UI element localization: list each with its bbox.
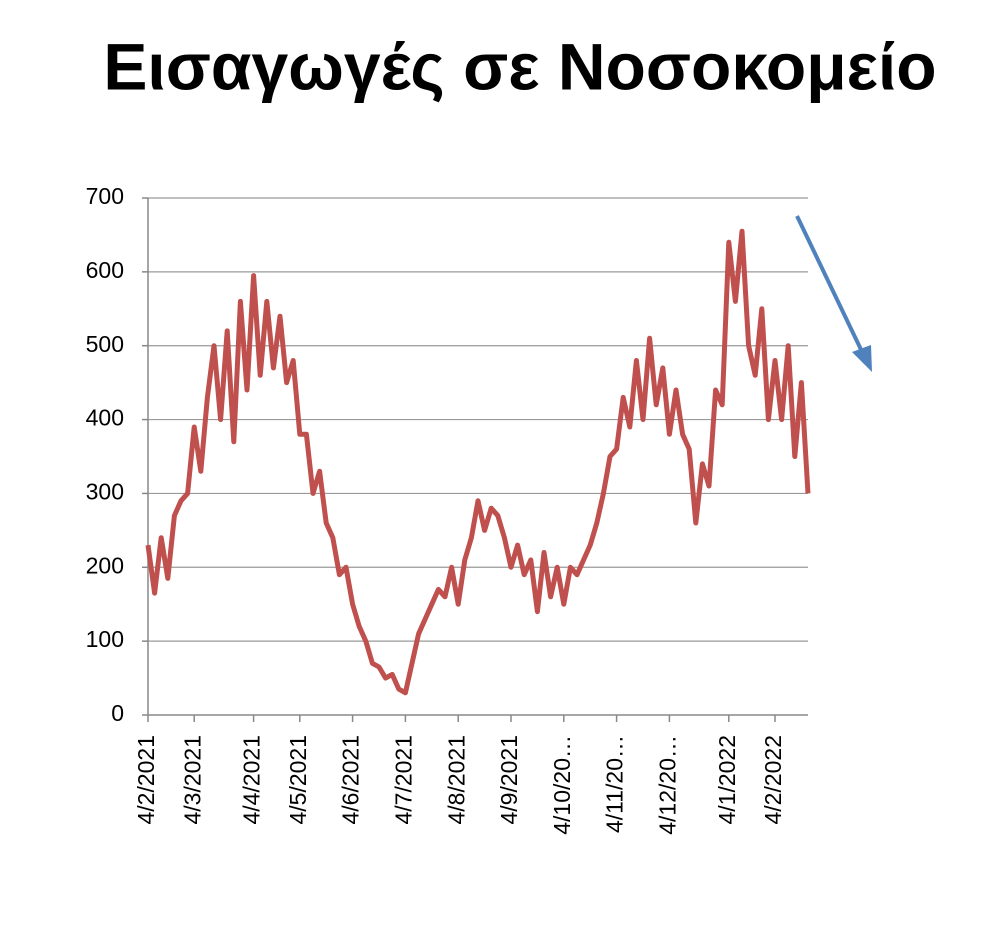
x-tick-label: 4/1/2022 bbox=[714, 735, 740, 825]
x-tick-label: 4/4/2021 bbox=[239, 735, 265, 825]
x-tick-label: 4/12/20… bbox=[654, 735, 680, 835]
y-tick-label: 500 bbox=[86, 331, 124, 357]
y-tick-label: 400 bbox=[86, 405, 124, 431]
x-tick-label: 4/6/2021 bbox=[338, 735, 364, 825]
x-tick-label: 4/7/2021 bbox=[390, 735, 416, 825]
y-tick-label: 600 bbox=[86, 257, 124, 283]
y-tick-label: 200 bbox=[86, 552, 124, 578]
y-tick-label: 0 bbox=[111, 700, 124, 726]
x-tick-label: 4/10/20… bbox=[549, 735, 575, 835]
x-tick-label: 4/2/2021 bbox=[133, 735, 159, 825]
data-line bbox=[145, 228, 811, 696]
x-tick-label: 4/5/2021 bbox=[285, 735, 311, 825]
chart-title: Εισαγωγές σε Νοσοκομείο bbox=[103, 29, 936, 103]
y-tick-label: 100 bbox=[86, 626, 124, 652]
x-tick-label: 4/11/20… bbox=[602, 735, 628, 833]
x-tick-label: 4/3/2021 bbox=[179, 735, 205, 825]
y-tick-label: 300 bbox=[86, 479, 124, 505]
arrow bbox=[795, 215, 872, 372]
x-tick-label: 4/9/2021 bbox=[496, 735, 522, 825]
x-tick-label: 4/2/2022 bbox=[760, 735, 786, 825]
y-tick-label: 700 bbox=[86, 183, 124, 209]
x-tick-label: 4/8/2021 bbox=[443, 735, 469, 825]
